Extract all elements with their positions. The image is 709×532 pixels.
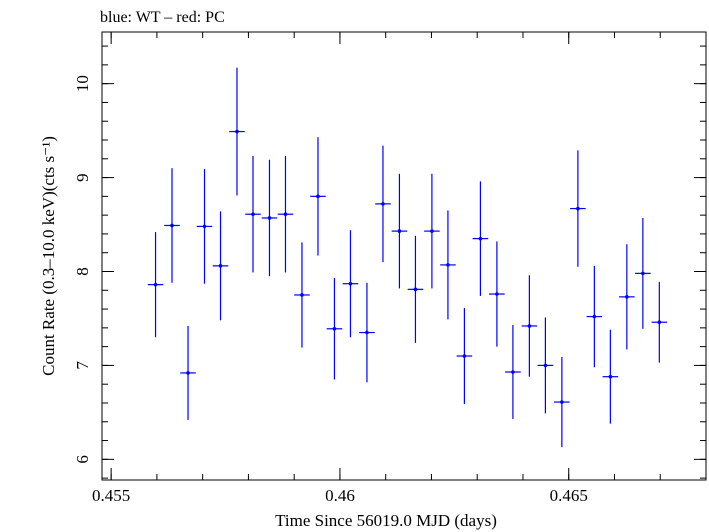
data-point bbox=[261, 159, 278, 277]
data-point bbox=[619, 244, 635, 350]
point-marker bbox=[576, 206, 580, 211]
point-marker bbox=[397, 229, 402, 233]
point-marker bbox=[332, 326, 337, 331]
data-point bbox=[180, 325, 196, 420]
data-point bbox=[651, 281, 668, 363]
point-marker bbox=[348, 281, 353, 286]
data-point bbox=[147, 232, 164, 338]
data-point bbox=[164, 168, 180, 283]
data-point bbox=[310, 137, 326, 256]
data-point bbox=[342, 230, 359, 338]
point-marker bbox=[202, 224, 207, 229]
point-marker bbox=[300, 293, 304, 297]
data-point bbox=[277, 155, 294, 273]
y-tick-label: 7 bbox=[73, 361, 92, 370]
y-tick-label: 8 bbox=[73, 267, 92, 276]
data-point bbox=[245, 155, 261, 273]
point-marker bbox=[413, 287, 418, 292]
point-marker bbox=[478, 236, 483, 241]
point-marker bbox=[316, 194, 320, 199]
point-marker bbox=[543, 363, 548, 368]
x-tick-label: 0.465 bbox=[550, 486, 588, 505]
point-marker bbox=[430, 229, 434, 233]
point-marker bbox=[592, 314, 597, 319]
y-tick-label: 10 bbox=[73, 75, 92, 92]
data-point bbox=[375, 145, 391, 263]
chart-title: blue: WT – red: PC bbox=[100, 9, 225, 26]
data-point bbox=[407, 235, 424, 343]
x-axis-tick-labels: 0.455 0.46 0.465 bbox=[92, 486, 588, 505]
data-point bbox=[537, 317, 554, 414]
point-marker bbox=[527, 324, 532, 328]
data-point bbox=[229, 67, 245, 196]
data-point bbox=[359, 282, 375, 383]
point-marker bbox=[170, 223, 174, 228]
data-point bbox=[521, 275, 538, 377]
x-tick-label: 0.46 bbox=[325, 486, 355, 505]
y-axis-tick-labels: 6 7 8 9 10 bbox=[73, 75, 92, 463]
point-marker bbox=[186, 371, 190, 375]
data-point bbox=[489, 241, 505, 347]
point-marker bbox=[657, 320, 662, 325]
point-marker bbox=[365, 330, 369, 335]
data-point bbox=[326, 278, 343, 380]
data-point bbox=[294, 242, 310, 348]
data-point bbox=[586, 265, 603, 368]
data-point bbox=[391, 173, 408, 289]
plot-frame bbox=[101, 31, 707, 481]
data-point bbox=[472, 181, 489, 296]
data-point bbox=[570, 150, 586, 267]
y-tick-label: 9 bbox=[73, 173, 92, 182]
x-axis-ticks bbox=[110, 32, 707, 480]
data-point bbox=[212, 211, 229, 321]
point-marker bbox=[560, 400, 564, 404]
point-marker bbox=[235, 129, 239, 134]
data-point bbox=[602, 329, 619, 424]
y-axis-label: Count Rate (0.3–10.0 keV)(cts s⁻¹) bbox=[39, 136, 58, 376]
point-marker bbox=[251, 212, 255, 217]
point-marker bbox=[462, 354, 467, 358]
point-marker bbox=[511, 370, 515, 374]
point-marker bbox=[495, 292, 499, 296]
data-series bbox=[147, 67, 668, 448]
data-point bbox=[440, 210, 456, 320]
point-marker bbox=[381, 202, 385, 206]
y-axis-ticks bbox=[102, 45, 706, 479]
data-point bbox=[554, 356, 570, 448]
point-marker bbox=[267, 216, 272, 220]
point-marker bbox=[153, 282, 158, 287]
point-marker bbox=[608, 374, 613, 379]
x-axis-label: Time Since 56019.0 MJD (days) bbox=[275, 511, 497, 530]
point-marker bbox=[446, 263, 450, 267]
y-tick-label: 6 bbox=[73, 455, 92, 464]
point-marker bbox=[641, 271, 645, 276]
x-tick-label: 0.455 bbox=[92, 486, 130, 505]
data-point bbox=[424, 173, 440, 289]
data-point bbox=[505, 325, 521, 419]
point-marker bbox=[218, 264, 223, 268]
data-point bbox=[635, 217, 651, 329]
point-marker bbox=[283, 212, 288, 217]
data-point bbox=[196, 169, 213, 284]
point-marker bbox=[625, 295, 629, 299]
data-point bbox=[456, 308, 473, 404]
